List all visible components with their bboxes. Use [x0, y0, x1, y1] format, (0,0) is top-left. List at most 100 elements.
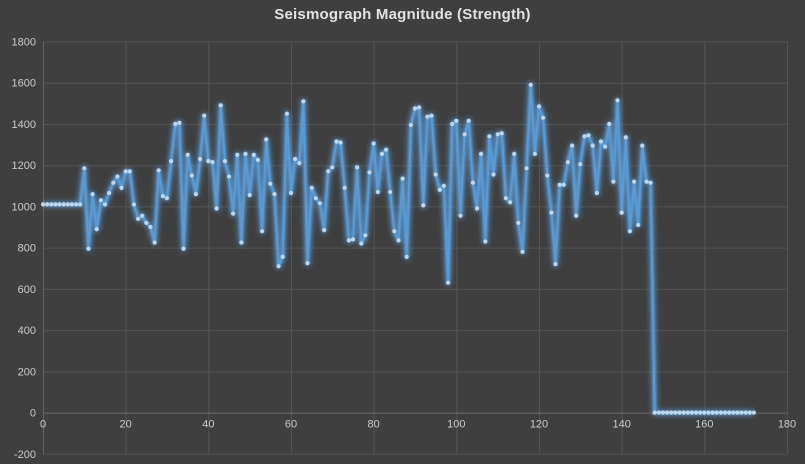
data-point [305, 261, 310, 266]
data-point [255, 157, 260, 163]
data-point [268, 181, 273, 186]
data-point [371, 141, 376, 146]
data-point [272, 192, 277, 197]
data-point [491, 172, 496, 177]
y-tick-label: 200 [18, 366, 36, 378]
x-tick-label: 80 [368, 419, 380, 431]
data-point [185, 152, 190, 157]
data-point [454, 118, 459, 123]
data-point [450, 121, 455, 127]
data-point [582, 134, 587, 139]
data-point [557, 182, 562, 187]
chart-title: Seismograph Magnitude (Strength) [274, 6, 531, 23]
data-point [338, 140, 343, 145]
data-point [702, 410, 707, 415]
data-series [40, 81, 757, 417]
data-point [636, 222, 641, 228]
data-point [309, 185, 314, 190]
data-point [598, 139, 604, 144]
x-tick-label: 40 [202, 419, 214, 431]
data-point [247, 193, 252, 198]
data-point [317, 201, 322, 206]
data-point [152, 240, 157, 245]
data-point [619, 210, 624, 215]
data-point [673, 410, 678, 415]
data-point [660, 410, 666, 415]
data-point [78, 202, 83, 207]
data-point [177, 120, 182, 125]
data-point [487, 134, 492, 139]
data-point [400, 176, 405, 181]
y-axis-labels: -200 0 200 400 600 800 1000 1200 1400 1600 1800 [12, 37, 36, 461]
data-point [392, 229, 397, 234]
data-point [623, 135, 628, 140]
data-point [53, 202, 58, 207]
x-tick-label: 100 [447, 419, 465, 431]
data-point [94, 227, 99, 232]
data-point [301, 99, 306, 104]
data-point [524, 166, 529, 171]
data-point [553, 262, 558, 267]
data-point [586, 133, 591, 138]
data-point [193, 192, 198, 197]
data-point [648, 180, 653, 185]
x-axis-labels: 0 20 40 60 80 100 120 140 160 180 [40, 419, 796, 431]
data-point [627, 229, 633, 234]
data-point [466, 118, 471, 123]
data-point [727, 410, 732, 415]
data-point [123, 169, 128, 174]
data-point [665, 410, 670, 415]
data-point [747, 410, 752, 415]
data-point [198, 156, 203, 162]
y-tick-label: 1800 [12, 37, 36, 49]
data-point [69, 202, 74, 207]
data-point [359, 241, 364, 246]
data-point [260, 229, 265, 234]
data-point [681, 410, 686, 415]
x-tick-label: 180 [778, 419, 796, 431]
data-point [156, 168, 161, 173]
data-point [578, 162, 583, 167]
data-point [694, 410, 699, 415]
data-point [607, 121, 612, 127]
data-point [239, 240, 244, 245]
data-point [210, 160, 215, 165]
x-tick-label: 0 [40, 419, 46, 431]
data-point [202, 113, 207, 118]
x-tick-label: 140 [612, 419, 630, 431]
data-point [131, 202, 136, 207]
data-point [222, 159, 227, 164]
data-point [379, 151, 384, 156]
data-point [119, 185, 124, 190]
data-point [235, 152, 240, 157]
data-point [669, 410, 674, 415]
data-point [685, 410, 690, 415]
data-point [731, 410, 736, 415]
y-tick-label: 1200 [12, 160, 36, 172]
x-tick-label: 60 [285, 419, 297, 431]
data-point [115, 174, 120, 179]
data-point [127, 169, 132, 174]
y-tick-label: -200 [14, 449, 36, 461]
y-tick-label: 800 [18, 243, 36, 255]
data-point [516, 220, 521, 225]
data-point [677, 410, 682, 415]
data-point [61, 202, 66, 207]
data-point [288, 190, 294, 196]
data-point [615, 98, 620, 103]
data-point [334, 139, 339, 144]
data-point [65, 202, 70, 207]
data-point [243, 151, 248, 156]
data-point [594, 190, 600, 196]
data-point [640, 143, 645, 148]
data-point [722, 410, 728, 415]
data-point [408, 122, 413, 128]
data-point [495, 132, 500, 137]
data-point [107, 190, 112, 196]
data-point [714, 410, 719, 415]
data-point [698, 410, 703, 415]
data-point [169, 159, 174, 164]
data-point [417, 105, 422, 110]
data-point [350, 237, 356, 242]
